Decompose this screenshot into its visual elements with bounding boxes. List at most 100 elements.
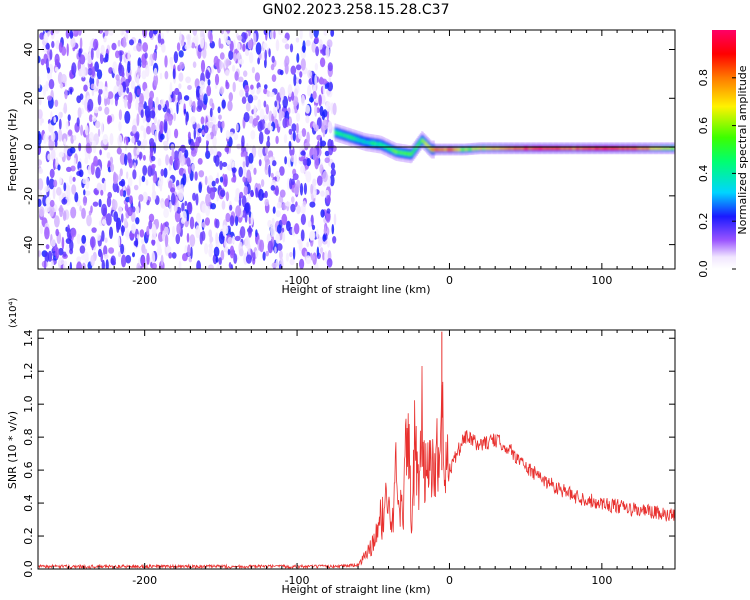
noise-blob — [59, 83, 64, 89]
noise-blob — [293, 184, 300, 195]
ridge-peak-cell — [550, 146, 552, 150]
ridge-peak-cell — [632, 146, 634, 150]
ridge-peak-cell — [439, 147, 442, 152]
noise-blob — [105, 259, 109, 269]
noise-blob — [108, 30, 114, 36]
noise-blob — [229, 204, 233, 211]
noise-blob — [250, 130, 256, 140]
ridge-peak-cell — [350, 135, 353, 140]
noise-blob — [152, 30, 158, 35]
noise-blob — [229, 158, 235, 168]
noise-blob — [236, 42, 241, 51]
noise-blob — [264, 198, 270, 207]
noise-blob — [109, 133, 114, 146]
noise-blob — [126, 171, 129, 180]
colorbar: 0.0 0.2 0.4 0.6 0.8 Normalized spectral ampl… — [697, 30, 749, 278]
ridge-peak-cell — [402, 151, 405, 155]
noise-blob — [228, 92, 233, 102]
ridge-peak-cell — [656, 146, 659, 150]
colorbar-gradient — [712, 30, 736, 269]
noise-blob — [153, 73, 159, 87]
noise-blob — [171, 149, 175, 161]
noise-blob — [58, 118, 62, 130]
noise-blob — [93, 106, 100, 114]
noise-blob — [268, 164, 271, 178]
noise-blob — [269, 91, 275, 98]
noise-blob — [217, 120, 222, 129]
noise-blob — [98, 198, 102, 208]
ridge-peak-cell — [501, 146, 504, 150]
noise-blob — [63, 260, 67, 266]
noise-blob — [113, 211, 119, 222]
ridge-peak-cell — [472, 147, 474, 151]
noise-blob — [151, 190, 157, 201]
ridge-peak-cell — [434, 147, 437, 152]
noise-blob — [87, 67, 93, 76]
noise-blob — [315, 228, 319, 239]
ridge-peak-cell — [574, 146, 577, 150]
noise-blob — [135, 205, 140, 214]
x-tick-label: -200 — [132, 574, 157, 587]
noise-blob — [212, 116, 217, 125]
noise-blob — [58, 129, 63, 142]
noise-blob — [327, 81, 333, 92]
ridge-peak-cell — [563, 146, 566, 150]
noise-blob — [197, 128, 203, 134]
noise-blob — [151, 233, 157, 241]
noise-blob — [276, 243, 283, 251]
ridge-peak-cell — [462, 147, 465, 152]
ridge-peak-cell — [413, 148, 416, 152]
ridge-peak-cell — [573, 146, 576, 150]
noise-blob — [225, 191, 230, 202]
noise-blob — [115, 50, 120, 59]
noise-blob — [238, 166, 243, 178]
noise-blob — [149, 145, 154, 159]
x-tick-label: -100 — [285, 574, 310, 587]
noise-blob — [127, 177, 133, 187]
noise-blob — [315, 46, 319, 57]
noise-blob — [107, 191, 112, 199]
ridge-peak-cell — [562, 146, 565, 150]
noise-blob — [38, 55, 41, 64]
noise-blob — [91, 66, 96, 77]
ridge-peak-cell — [454, 147, 456, 152]
noise-blob — [229, 40, 234, 52]
ridge-peak-cell — [569, 146, 572, 150]
ridge-peak-cell — [432, 147, 434, 152]
ridge-peak-cell — [456, 147, 459, 152]
noise-blob — [183, 108, 187, 115]
noise-blob — [291, 178, 295, 186]
noise-blob — [157, 104, 162, 111]
noise-blob — [231, 167, 237, 174]
noise-blob — [215, 177, 219, 184]
ridge-peak-cell — [335, 131, 338, 135]
noise-blob — [110, 163, 115, 172]
noise-blob — [307, 84, 312, 97]
x-tick-label: 0 — [446, 574, 453, 587]
ridge-peak-cell — [672, 146, 674, 150]
noise-blob — [263, 100, 267, 108]
ridge-peak-cell — [649, 146, 651, 150]
noise-blob — [267, 135, 270, 142]
noise-blob — [285, 201, 291, 207]
noise-blob — [216, 263, 220, 269]
ridge-peak-cell — [358, 138, 361, 142]
noise-blob — [253, 167, 257, 175]
noise-blob — [145, 179, 149, 186]
noise-blob — [242, 161, 246, 168]
ridge-peak-cell — [401, 151, 404, 155]
noise-blob — [155, 44, 158, 51]
noise-blob — [274, 100, 278, 108]
ridge-peak-cell — [490, 146, 493, 150]
ridge-peak-cell — [411, 151, 413, 156]
noise-blob — [63, 102, 68, 114]
noise-blob — [137, 65, 141, 77]
noise-blob — [140, 109, 144, 118]
noise-blob — [275, 135, 279, 145]
noise-blob — [188, 97, 192, 107]
noise-blob — [117, 134, 123, 147]
noise-blob — [199, 231, 203, 245]
noise-blob — [93, 38, 99, 50]
noise-blob — [70, 37, 76, 48]
noise-blob — [54, 215, 60, 228]
